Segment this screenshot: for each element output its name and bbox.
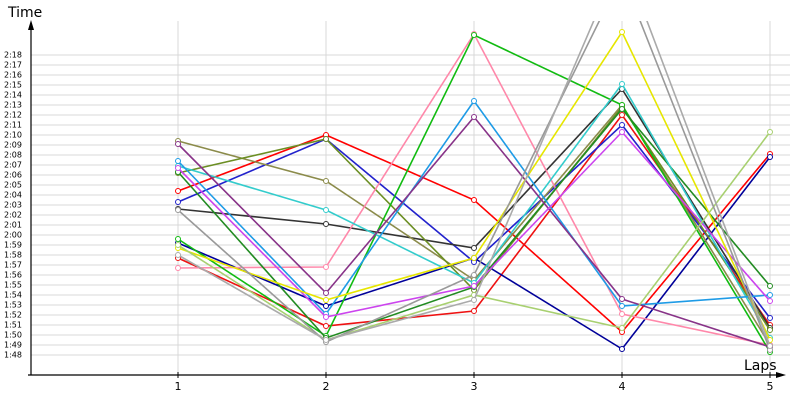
y-tick-label: 2:03 <box>4 201 22 210</box>
point <box>767 283 773 289</box>
y-tick-label: 2:04 <box>4 191 22 200</box>
point <box>175 207 181 213</box>
y-tick-label: 1:57 <box>4 261 22 270</box>
y-tick-label: 2:12 <box>4 111 22 120</box>
y-tick-label: 1:51 <box>4 321 22 330</box>
y-tick-label: 2:17 <box>4 61 22 70</box>
point <box>471 272 477 278</box>
point <box>175 165 181 171</box>
y-arrow <box>28 20 34 30</box>
y-tick-label: 2:16 <box>4 71 22 80</box>
point <box>767 154 773 160</box>
point <box>323 323 329 329</box>
point <box>619 106 625 112</box>
y-tick-label: 2:13 <box>4 101 22 110</box>
point <box>323 207 329 213</box>
point <box>619 346 625 352</box>
point <box>175 188 181 194</box>
point <box>471 308 477 314</box>
y-tick-label: 1:56 <box>4 271 22 280</box>
point <box>323 303 329 309</box>
point <box>767 298 773 304</box>
y-tick-label: 1:55 <box>4 281 22 290</box>
point <box>323 264 329 270</box>
point <box>767 343 773 349</box>
point <box>323 290 329 296</box>
point <box>175 252 181 258</box>
y-tick-label: 2:01 <box>4 221 22 230</box>
grid <box>31 21 790 375</box>
point <box>323 337 329 343</box>
point <box>619 81 625 87</box>
y-tick-label: 1:54 <box>4 291 22 300</box>
point <box>619 325 625 331</box>
point <box>619 29 625 35</box>
point <box>323 314 329 320</box>
x-tick-label: 4 <box>619 380 626 393</box>
point <box>619 112 625 118</box>
point <box>767 129 773 135</box>
point <box>323 221 329 227</box>
point <box>619 311 625 317</box>
y-tick-label: 2:07 <box>4 161 22 170</box>
y-tick-label: 2:10 <box>4 131 22 140</box>
y-tick-label: 2:09 <box>4 141 22 150</box>
point <box>175 265 181 271</box>
y-tick-label: 2:18 <box>4 51 22 60</box>
point <box>619 129 625 135</box>
y-tick-label: 2:08 <box>4 151 22 160</box>
y-tick-label: 2:02 <box>4 211 22 220</box>
point <box>175 158 181 164</box>
point <box>767 315 773 321</box>
point <box>471 245 477 251</box>
y-tick-label: 1:52 <box>4 311 22 320</box>
point <box>471 283 477 289</box>
y-tick-label: 2:15 <box>4 81 22 90</box>
point <box>471 32 477 38</box>
point <box>471 197 477 203</box>
axes: Time Laps 1:481:491:501:511:521:531:541:… <box>4 5 786 393</box>
y-tick-label: 1:58 <box>4 251 22 260</box>
x-axis-label: Laps <box>744 358 777 374</box>
point <box>175 199 181 205</box>
point <box>323 178 329 184</box>
x-tick-label: 5 <box>767 380 774 393</box>
point <box>175 236 181 242</box>
y-tick-label: 2:11 <box>4 121 22 130</box>
point <box>175 242 181 248</box>
x-tick-label: 1 <box>175 380 182 393</box>
point <box>323 297 329 303</box>
y-tick-label: 1:53 <box>4 301 22 310</box>
y-tick-label: 2:14 <box>4 91 22 100</box>
x-arrow <box>776 372 786 378</box>
point <box>619 303 625 309</box>
point <box>471 255 477 261</box>
plot-area <box>175 21 773 355</box>
point <box>619 296 625 302</box>
x-tick-label: 2 <box>323 380 330 393</box>
y-tick-label: 2:05 <box>4 181 22 190</box>
y-tick-label: 1:50 <box>4 331 22 340</box>
y-tick-label: 1:59 <box>4 241 22 250</box>
point <box>471 98 477 104</box>
point <box>619 122 625 128</box>
point <box>175 141 181 147</box>
point <box>767 327 773 333</box>
point <box>471 297 477 303</box>
y-axis-label: Time <box>7 5 42 21</box>
y-tick-label: 1:49 <box>4 341 22 350</box>
point <box>323 136 329 142</box>
point <box>767 292 773 298</box>
point <box>471 114 477 120</box>
y-tick-label: 2:06 <box>4 171 22 180</box>
y-tick-label: 1:48 <box>4 351 22 360</box>
y-tick-label: 2:00 <box>4 231 22 240</box>
x-tick-label: 3 <box>471 380 478 393</box>
